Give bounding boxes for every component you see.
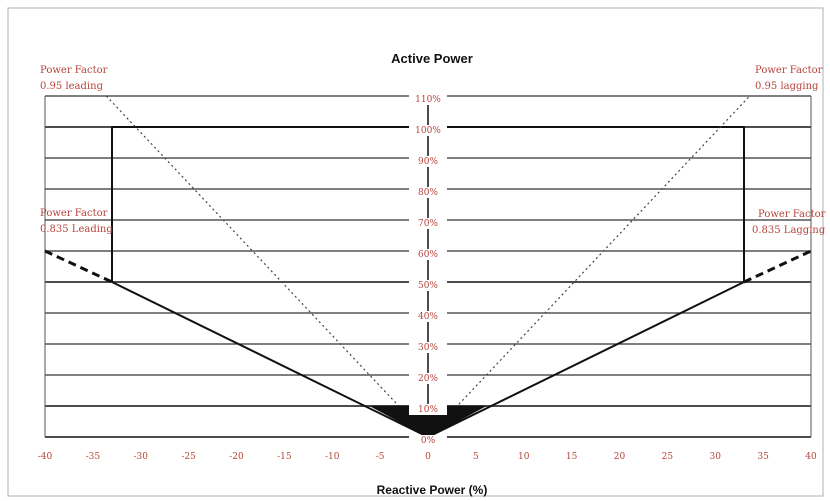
y-tick-bg-40 (409, 311, 447, 322)
series-5-dotted (427, 95, 751, 438)
chart-title: Active Power (391, 51, 473, 66)
y-tick-label-100: 100% (415, 126, 441, 136)
x-tick-label--30: -30 (134, 452, 149, 462)
annotation-pf-0835-leading-title: Power Factor (40, 208, 108, 219)
y-tick-bg-80 (409, 187, 447, 198)
annotation-pf-0835-lagging: Power Factor 0.835 Lagging (752, 209, 826, 236)
y-tick-label-80: 80% (418, 188, 438, 198)
annotation-pf-095-leading: Power Factor 0.95 leading (40, 65, 108, 92)
y-tick-bg-20 (409, 373, 447, 384)
x-tick-label--35: -35 (86, 452, 101, 462)
x-tick-label--25: -25 (181, 452, 196, 462)
x-tick-label-30: 30 (710, 452, 722, 462)
annotation-pf-095-leading-title: Power Factor (40, 65, 108, 76)
annotation-pf-095-lagging-value: 0.95 lagging (755, 81, 819, 92)
annotation-pf-095-lagging-title: Power Factor (755, 65, 823, 76)
y-tick-label-110: 110% (415, 95, 441, 105)
y-tick-bg-30 (409, 342, 447, 353)
x-tick-label-25: 25 (662, 452, 674, 462)
y-tick-labels: 0% 10% 20% 30% 40% 50% 60% 70% 80% 90% 100% 110% (409, 94, 447, 446)
y-tick-bg-60 (409, 249, 447, 260)
y-tick-label-10: 10% (418, 405, 438, 415)
x-tick-label-40: 40 (805, 452, 817, 462)
y-tick-label-20: 20% (418, 374, 438, 384)
x-tick-label-35: 35 (757, 452, 769, 462)
x-tick-labels: -40 -35 -30 -25 -20 -15 -10 -5 0 5 10 15 20 25 30 35 40 (38, 452, 817, 462)
y-tick-bg-10 (409, 404, 447, 415)
x-tick-label--40: -40 (38, 452, 53, 462)
series-4-dotted (105, 95, 429, 438)
y-tick-label-70: 70% (418, 219, 438, 229)
y-tick-label-40: 40% (418, 312, 438, 322)
annotation-pf-095-lagging: Power Factor 0.95 lagging (755, 65, 823, 92)
annotation-pf-0835-lagging-title: Power Factor (758, 209, 826, 220)
y-tick-label-90: 90% (418, 157, 438, 167)
y-tick-label-50: 50% (418, 281, 438, 291)
y-tick-bg-0 (409, 435, 447, 446)
x-tick-label-15: 15 (566, 452, 578, 462)
x-tick-label-5: 5 (473, 452, 479, 462)
x-tick-label-20: 20 (614, 452, 626, 462)
y-tick-label-60: 60% (418, 250, 438, 260)
y-tick-bg-50 (409, 280, 447, 291)
y-tick-bg-90 (409, 156, 447, 167)
x-tick-label--10: -10 (325, 452, 340, 462)
annotation-pf-0835-lagging-value: 0.835 Lagging (752, 225, 826, 236)
y-tick-label-30: 30% (418, 343, 438, 353)
annotation-pf-0835-leading-value: 0.835 Leading (40, 224, 113, 235)
annotation-pf-0835-leading: Power Factor 0.835 Leading (40, 208, 113, 235)
y-tick-bg-70 (409, 218, 447, 229)
x-tick-label--5: -5 (376, 452, 385, 462)
x-tick-label-10: 10 (518, 452, 530, 462)
x-tick-label-0: 0 (425, 452, 431, 462)
x-axis-label: Reactive Power (%) (377, 483, 488, 497)
y-tick-bg-110 (409, 94, 447, 105)
y-tick-label-0: 0% (421, 436, 436, 446)
x-tick-label--20: -20 (229, 452, 244, 462)
annotation-pf-095-leading-value: 0.95 leading (40, 81, 104, 92)
x-tick-label--15: -15 (277, 452, 292, 462)
chart-frame (7, 7, 824, 497)
y-tick-bg-100 (409, 125, 447, 136)
